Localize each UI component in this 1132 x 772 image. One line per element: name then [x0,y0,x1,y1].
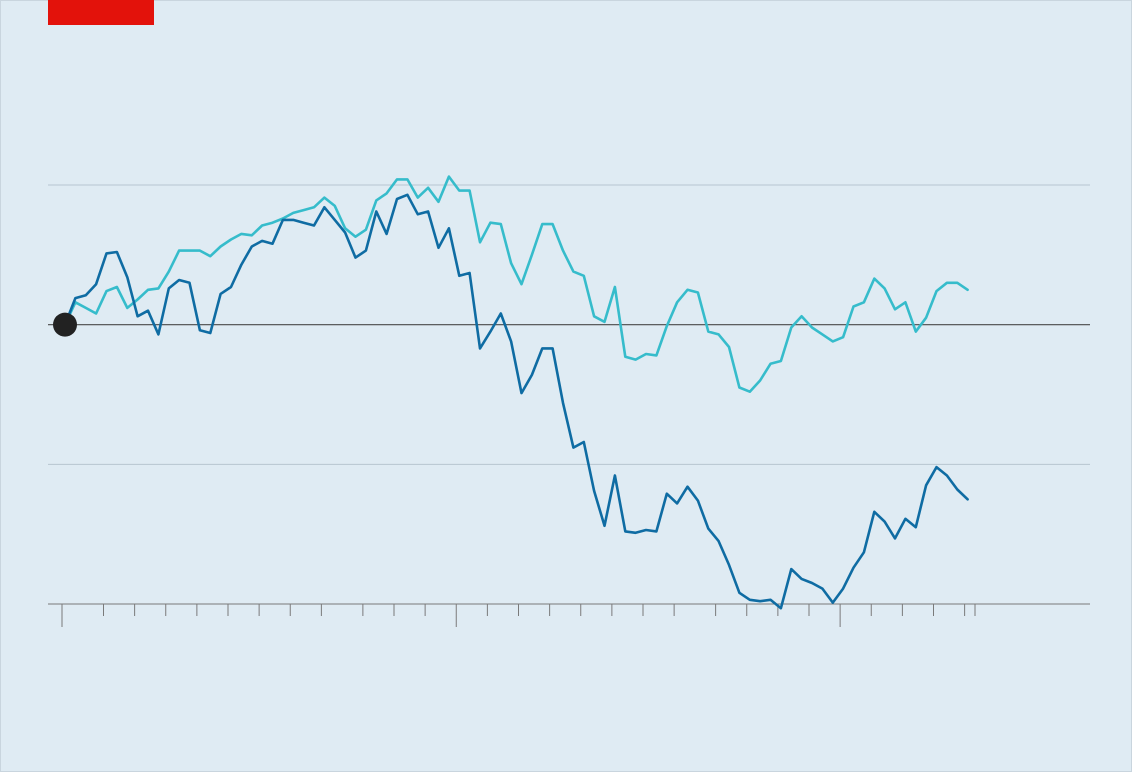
series-lines [63,175,969,610]
red-corner-tag [48,0,154,25]
series-line-light [63,175,969,394]
start-point-marker [53,312,77,337]
start-marker-group [53,312,77,337]
x-axis-ticks [61,604,976,627]
gridlines [48,184,1090,605]
series-line-dark [63,193,969,610]
